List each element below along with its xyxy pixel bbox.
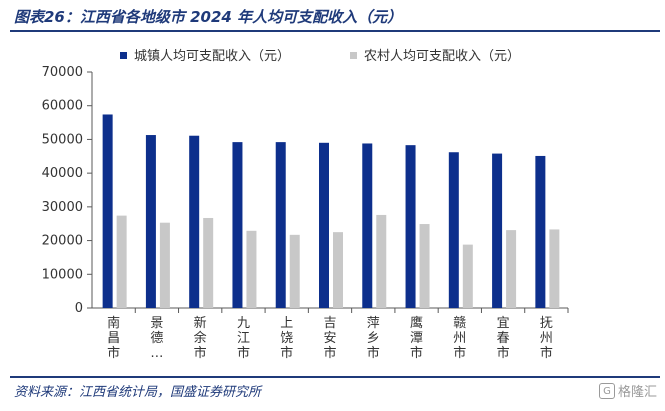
urban-income-bar xyxy=(145,135,156,308)
x-tick-label: 萍乡市 xyxy=(367,316,380,361)
watermark: G 格隆汇 xyxy=(598,381,657,400)
legend-swatch xyxy=(350,52,357,59)
urban-income-bar xyxy=(275,142,286,308)
urban-income-bar xyxy=(535,155,546,308)
x-tick-label: 鹰潭市 xyxy=(410,315,423,361)
bar-chart: 城镇人均可支配收入（元） 农村人均可支配收入（元） 0 10000 20000 30000… xyxy=(42,49,569,361)
x-tick-label: 赣州市 xyxy=(453,316,466,361)
source-note: 资料来源：江西省统计局，国盛证券研究所 xyxy=(14,385,262,400)
urban-income-bar xyxy=(405,145,416,308)
legend-swatch xyxy=(120,52,127,59)
rural-income-bar xyxy=(462,244,473,308)
rural-income-bar xyxy=(116,215,127,308)
x-tick-label: 南昌市 xyxy=(107,315,120,361)
chart-title: 图表26：江西省各地级市 2024 年人均可支配收入（元） xyxy=(14,8,403,26)
footer-divider xyxy=(10,376,660,378)
urban-income-bar xyxy=(232,142,243,308)
x-tick-label: 宜春市 xyxy=(497,316,510,361)
urban-income-bar xyxy=(362,143,373,308)
urban-income-bar xyxy=(448,152,459,308)
urban-income-bar xyxy=(189,135,200,308)
x-tick-label: 吉安市 xyxy=(323,316,336,361)
rural-income-bar xyxy=(159,222,170,308)
x-tick-label: 九江市 xyxy=(237,316,250,361)
x-tick-label: 抚州市 xyxy=(540,316,553,361)
rural-income-bar xyxy=(549,229,560,308)
y-tick-label: 50000 xyxy=(42,132,83,147)
rural-income-bar xyxy=(376,214,387,308)
rural-income-bar xyxy=(419,224,430,308)
rural-income-bar xyxy=(506,230,517,308)
watermark-text: 格隆汇 xyxy=(617,385,657,400)
urban-income-bar xyxy=(492,153,503,308)
rural-income-bar xyxy=(333,232,343,308)
rural-income-bar xyxy=(246,230,257,308)
x-tick-label: 上饶市 xyxy=(280,316,293,361)
y-tick-label: 20000 xyxy=(42,234,83,249)
y-tick-label: 60000 xyxy=(42,99,83,114)
y-tick-label: 0 xyxy=(75,301,83,316)
legend-label: 农村人均可支配收入（元） xyxy=(364,49,520,64)
title-divider xyxy=(10,30,660,32)
watermark-logo-icon: G xyxy=(598,382,615,399)
x-tick-label: 新余市 xyxy=(194,315,207,361)
y-tick-label: 70000 xyxy=(42,65,83,80)
y-tick-label: 30000 xyxy=(42,200,83,215)
x-tick-label: 景德… xyxy=(150,316,163,361)
urban-income-bar xyxy=(319,142,329,308)
y-tick-label: 10000 xyxy=(42,267,83,282)
y-tick-label: 40000 xyxy=(42,166,83,181)
rural-income-bar xyxy=(203,217,214,308)
urban-income-bar xyxy=(102,114,113,308)
legend-label: 城镇人均可支配收入（元） xyxy=(134,49,290,64)
rural-income-bar xyxy=(289,234,300,308)
